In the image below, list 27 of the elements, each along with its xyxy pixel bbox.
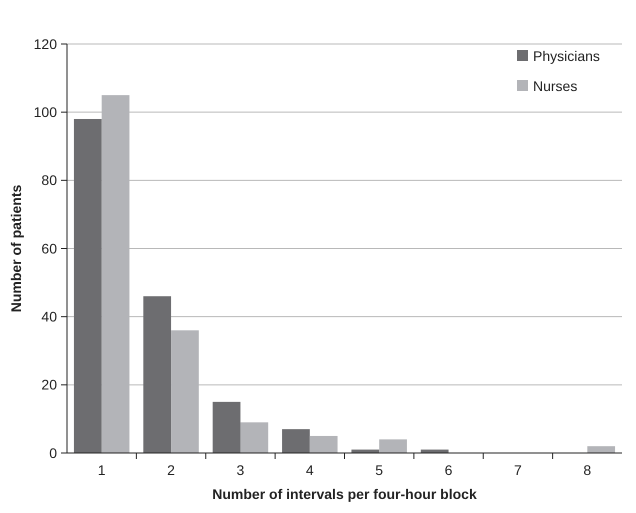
legend-label: Nurses bbox=[533, 78, 578, 94]
x-tick-label: 4 bbox=[306, 462, 314, 478]
bar bbox=[379, 439, 407, 453]
bar bbox=[143, 296, 172, 453]
bar bbox=[212, 402, 240, 453]
bar bbox=[587, 446, 616, 453]
x-tick-label: 2 bbox=[167, 462, 176, 478]
x-tick-label: 8 bbox=[583, 462, 592, 478]
bar bbox=[240, 422, 268, 453]
bar bbox=[74, 118, 102, 453]
bar bbox=[310, 436, 338, 453]
y-tick-label: 40 bbox=[41, 308, 58, 325]
y-tick-label: 0 bbox=[49, 444, 58, 461]
x-tick-label: 5 bbox=[375, 462, 384, 478]
x-tick-label: 6 bbox=[444, 462, 453, 478]
x-tick-label: 7 bbox=[514, 462, 522, 478]
y-tick-label: 60 bbox=[41, 240, 58, 256]
bar bbox=[282, 429, 310, 453]
y-axis-title: Number of patients bbox=[8, 184, 24, 312]
legend-label: Physicians bbox=[533, 48, 600, 64]
x-tick-label: 3 bbox=[236, 462, 245, 478]
x-tick-label: 1 bbox=[98, 462, 106, 478]
y-tick-label: 20 bbox=[41, 376, 58, 393]
x-axis-title: Number of intervals per four-hour block bbox=[212, 486, 477, 502]
y-tick-label: 80 bbox=[41, 172, 58, 188]
y-tick-label: 100 bbox=[34, 104, 58, 120]
y-tick-label: 120 bbox=[34, 36, 58, 52]
